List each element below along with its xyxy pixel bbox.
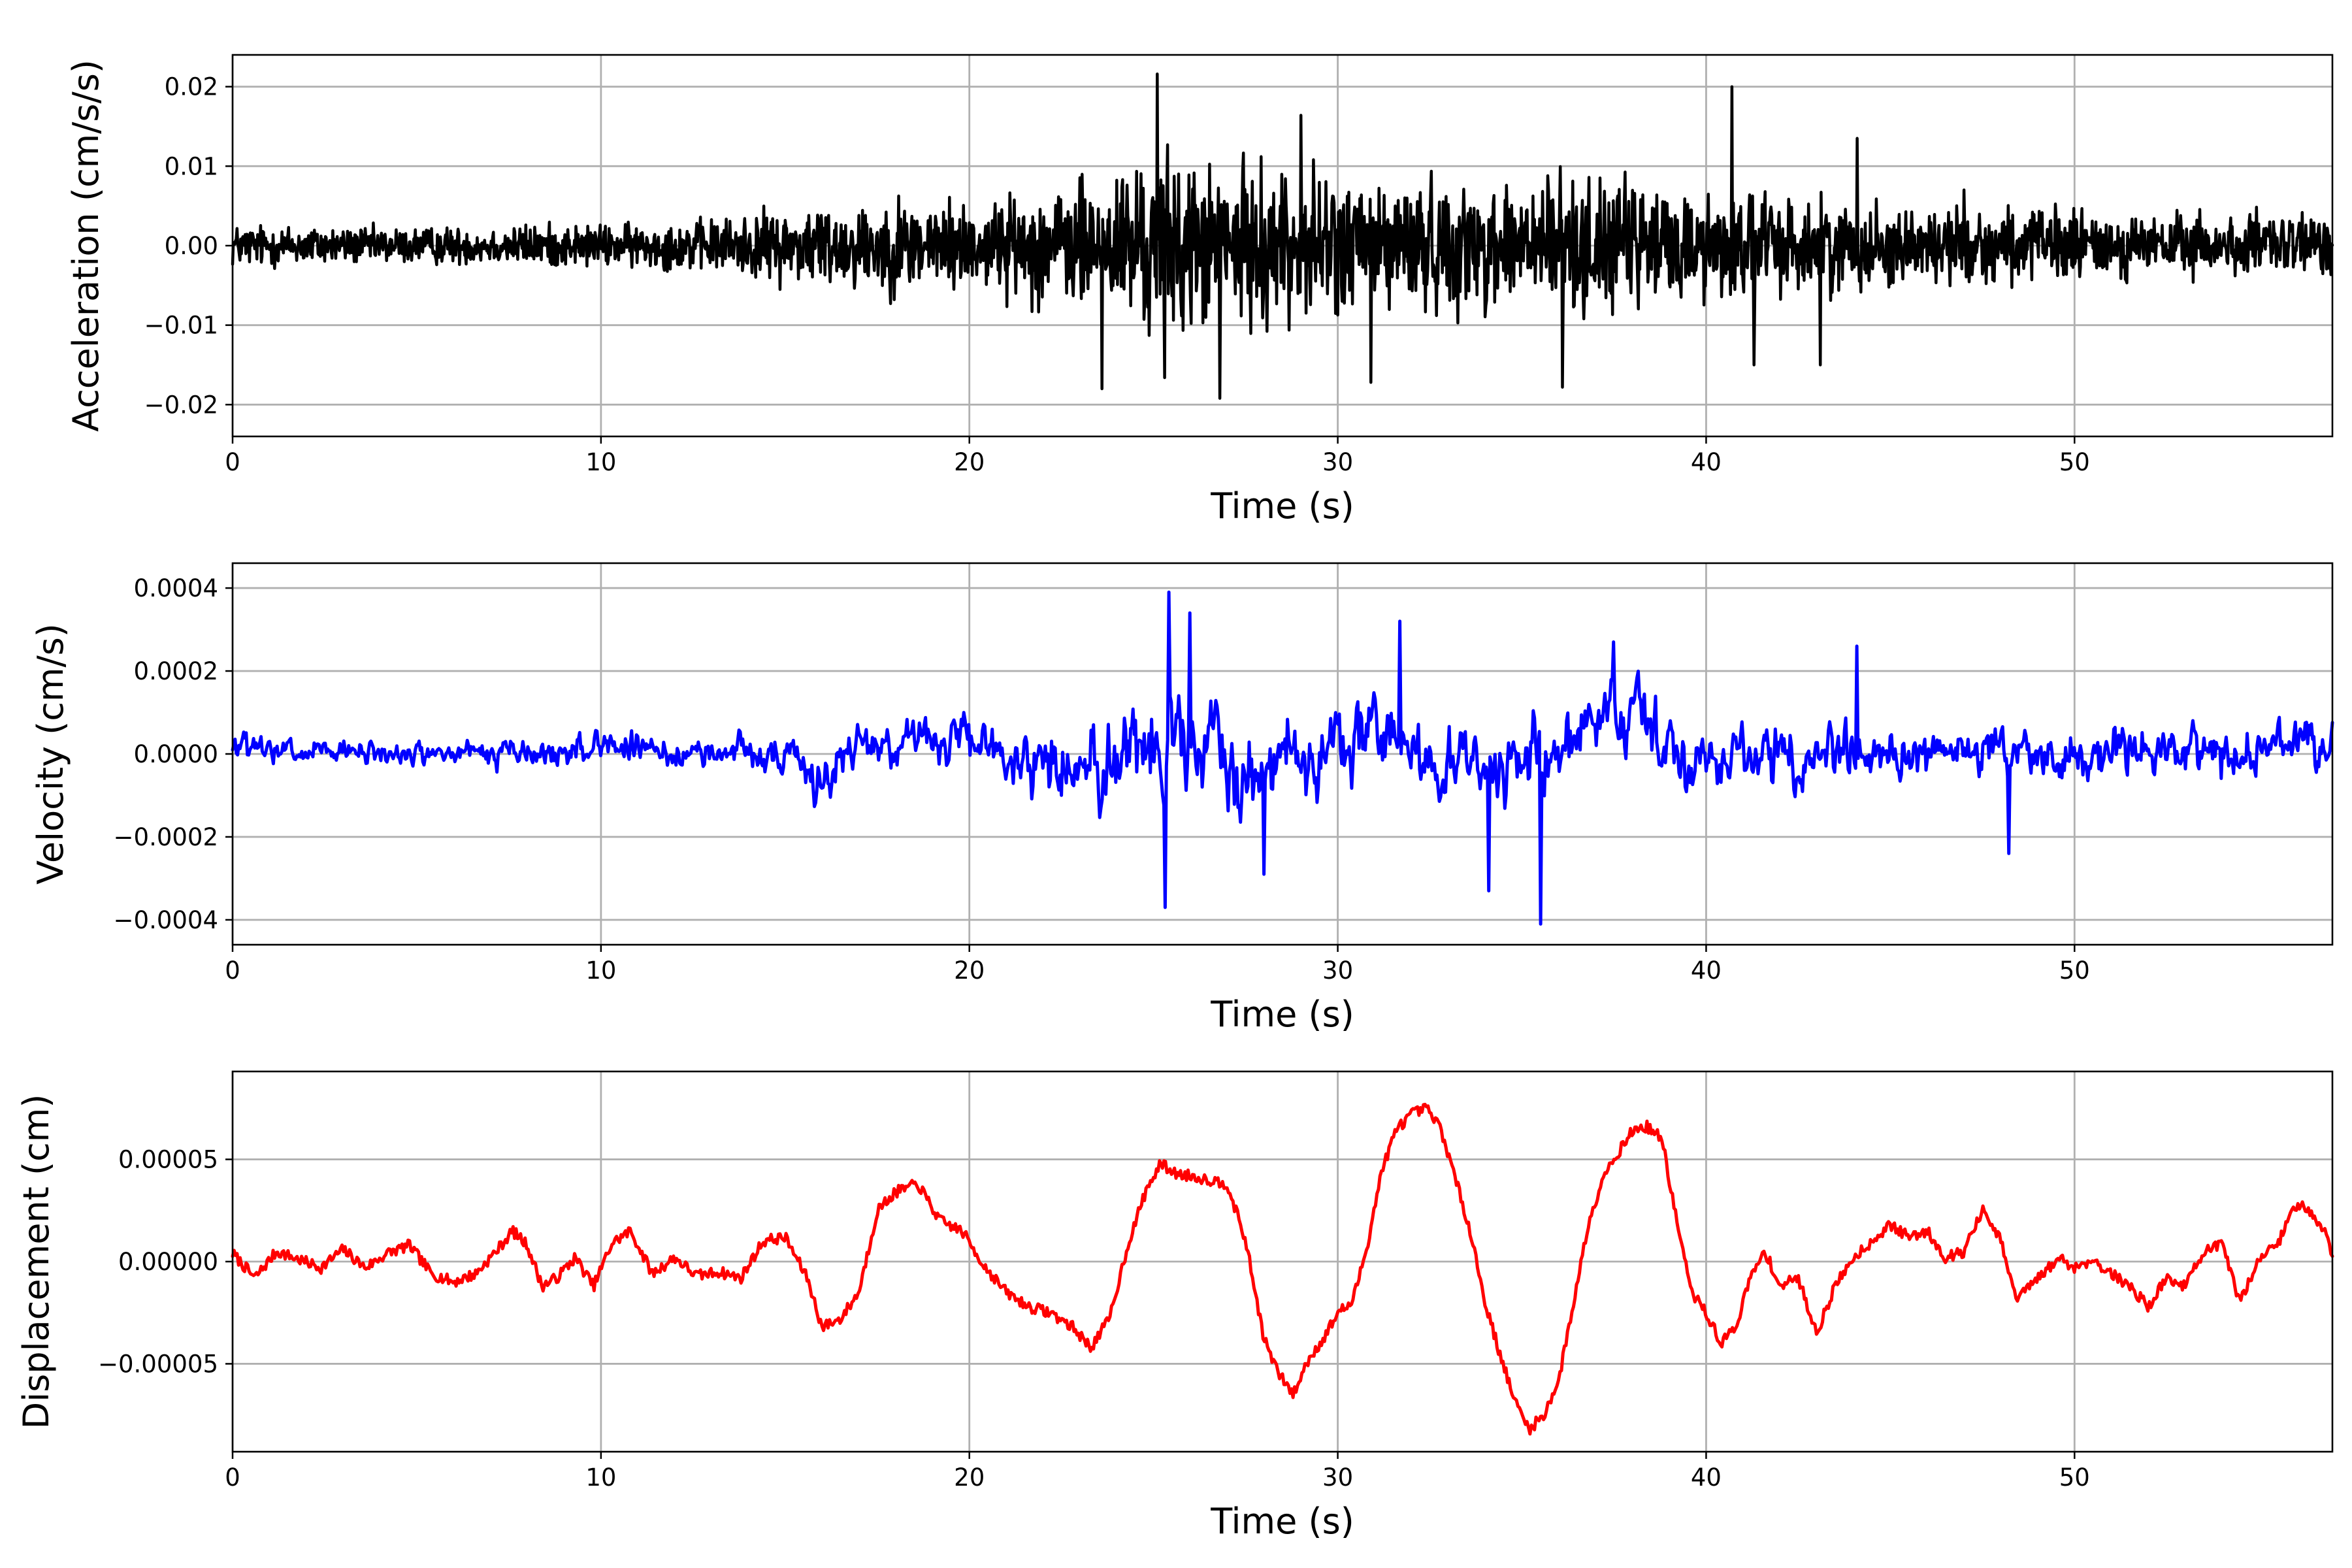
- velocity-y-tick-label: 0.0004: [134, 574, 218, 602]
- acceleration-y-tick-label: −0.01: [144, 312, 218, 340]
- displacement-y-axis-label: Displacement (cm): [16, 1094, 57, 1429]
- velocity-x-tick-label: 0: [225, 956, 240, 985]
- velocity-x-tick-label: 10: [585, 956, 616, 985]
- displacement-x-tick-label: 50: [2059, 1463, 2090, 1492]
- acceleration-x-tick-label: 20: [954, 448, 985, 476]
- acceleration-y-tick-label: 0.01: [165, 152, 218, 180]
- displacement-y-tick-label: 0.00005: [118, 1146, 218, 1174]
- acceleration-y-axis-label: Acceleration (cm/s/s): [65, 59, 106, 432]
- displacement-y-tick-label: 0.00000: [118, 1248, 218, 1276]
- displacement-y-tick-label: −0.00005: [98, 1350, 218, 1378]
- acceleration-x-tick-label: 10: [585, 448, 616, 476]
- acceleration-x-tick-label: 0: [225, 448, 240, 476]
- acceleration-x-tick-label: 30: [1322, 448, 1353, 476]
- velocity-x-tick-label: 20: [954, 956, 985, 985]
- acceleration-panel: 0 10 20 30 40 50 −0.02 −0.01 0.00 0.01 0.02 Time (…: [65, 54, 2334, 527]
- acceleration-x-tick-label: 40: [1691, 448, 1722, 476]
- velocity-y-tick-label: −0.0004: [114, 906, 218, 934]
- velocity-panel: 0 10 20 30 40 50 −0.0004 −0.0002 0.0000 0.0002 0.0…: [30, 562, 2334, 1035]
- displacement-grid: [231, 1071, 2332, 1452]
- displacement-x-tick-label: 10: [585, 1463, 616, 1492]
- velocity-y-tick-label: 0.0002: [134, 657, 218, 685]
- velocity-x-tick-label: 40: [1691, 956, 1722, 985]
- displacement-panel: 0 10 20 30 40 50 −0.00005 0.00000 0.00005 Time (…: [16, 1070, 2334, 1542]
- displacement-x-tick-label: 20: [954, 1463, 985, 1492]
- velocity-x-tick-label: 50: [2059, 956, 2090, 985]
- displacement-x-axis-label: Time (s): [1210, 1501, 1354, 1542]
- displacement-x-tick-label: 40: [1691, 1463, 1722, 1492]
- velocity-ticks: 0 10 20 30 40 50 −0.0004 −0.0002 0.0000 0.0002 0.0…: [114, 574, 2090, 985]
- displacement-x-tick-label: 30: [1322, 1463, 1353, 1492]
- acceleration-y-tick-label: 0.02: [165, 73, 218, 101]
- acceleration-y-tick-label: −0.02: [144, 391, 218, 419]
- velocity-x-tick-label: 30: [1322, 956, 1353, 985]
- acceleration-x-tick-label: 50: [2059, 448, 2090, 476]
- velocity-y-tick-label: −0.0002: [114, 823, 218, 851]
- velocity-x-axis-label: Time (s): [1210, 994, 1354, 1035]
- velocity-y-tick-label: 0.0000: [134, 740, 218, 768]
- acceleration-x-axis-label: Time (s): [1210, 485, 1354, 527]
- velocity-series-line: [231, 590, 2334, 926]
- acceleration-series-line: [231, 72, 2334, 400]
- acceleration-y-tick-label: 0.00: [165, 232, 218, 260]
- displacement-series-line: [231, 1102, 2334, 1436]
- displacement-ticks: 0 10 20 30 40 50 −0.00005 0.00000 0.00005: [98, 1146, 2090, 1492]
- displacement-x-tick-label: 0: [225, 1463, 240, 1492]
- acceleration-ticks: 0 10 20 30 40 50 −0.02 −0.01 0.00 0.01 0.02: [144, 73, 2090, 476]
- velocity-y-axis-label: Velocity (cm/s): [30, 623, 71, 885]
